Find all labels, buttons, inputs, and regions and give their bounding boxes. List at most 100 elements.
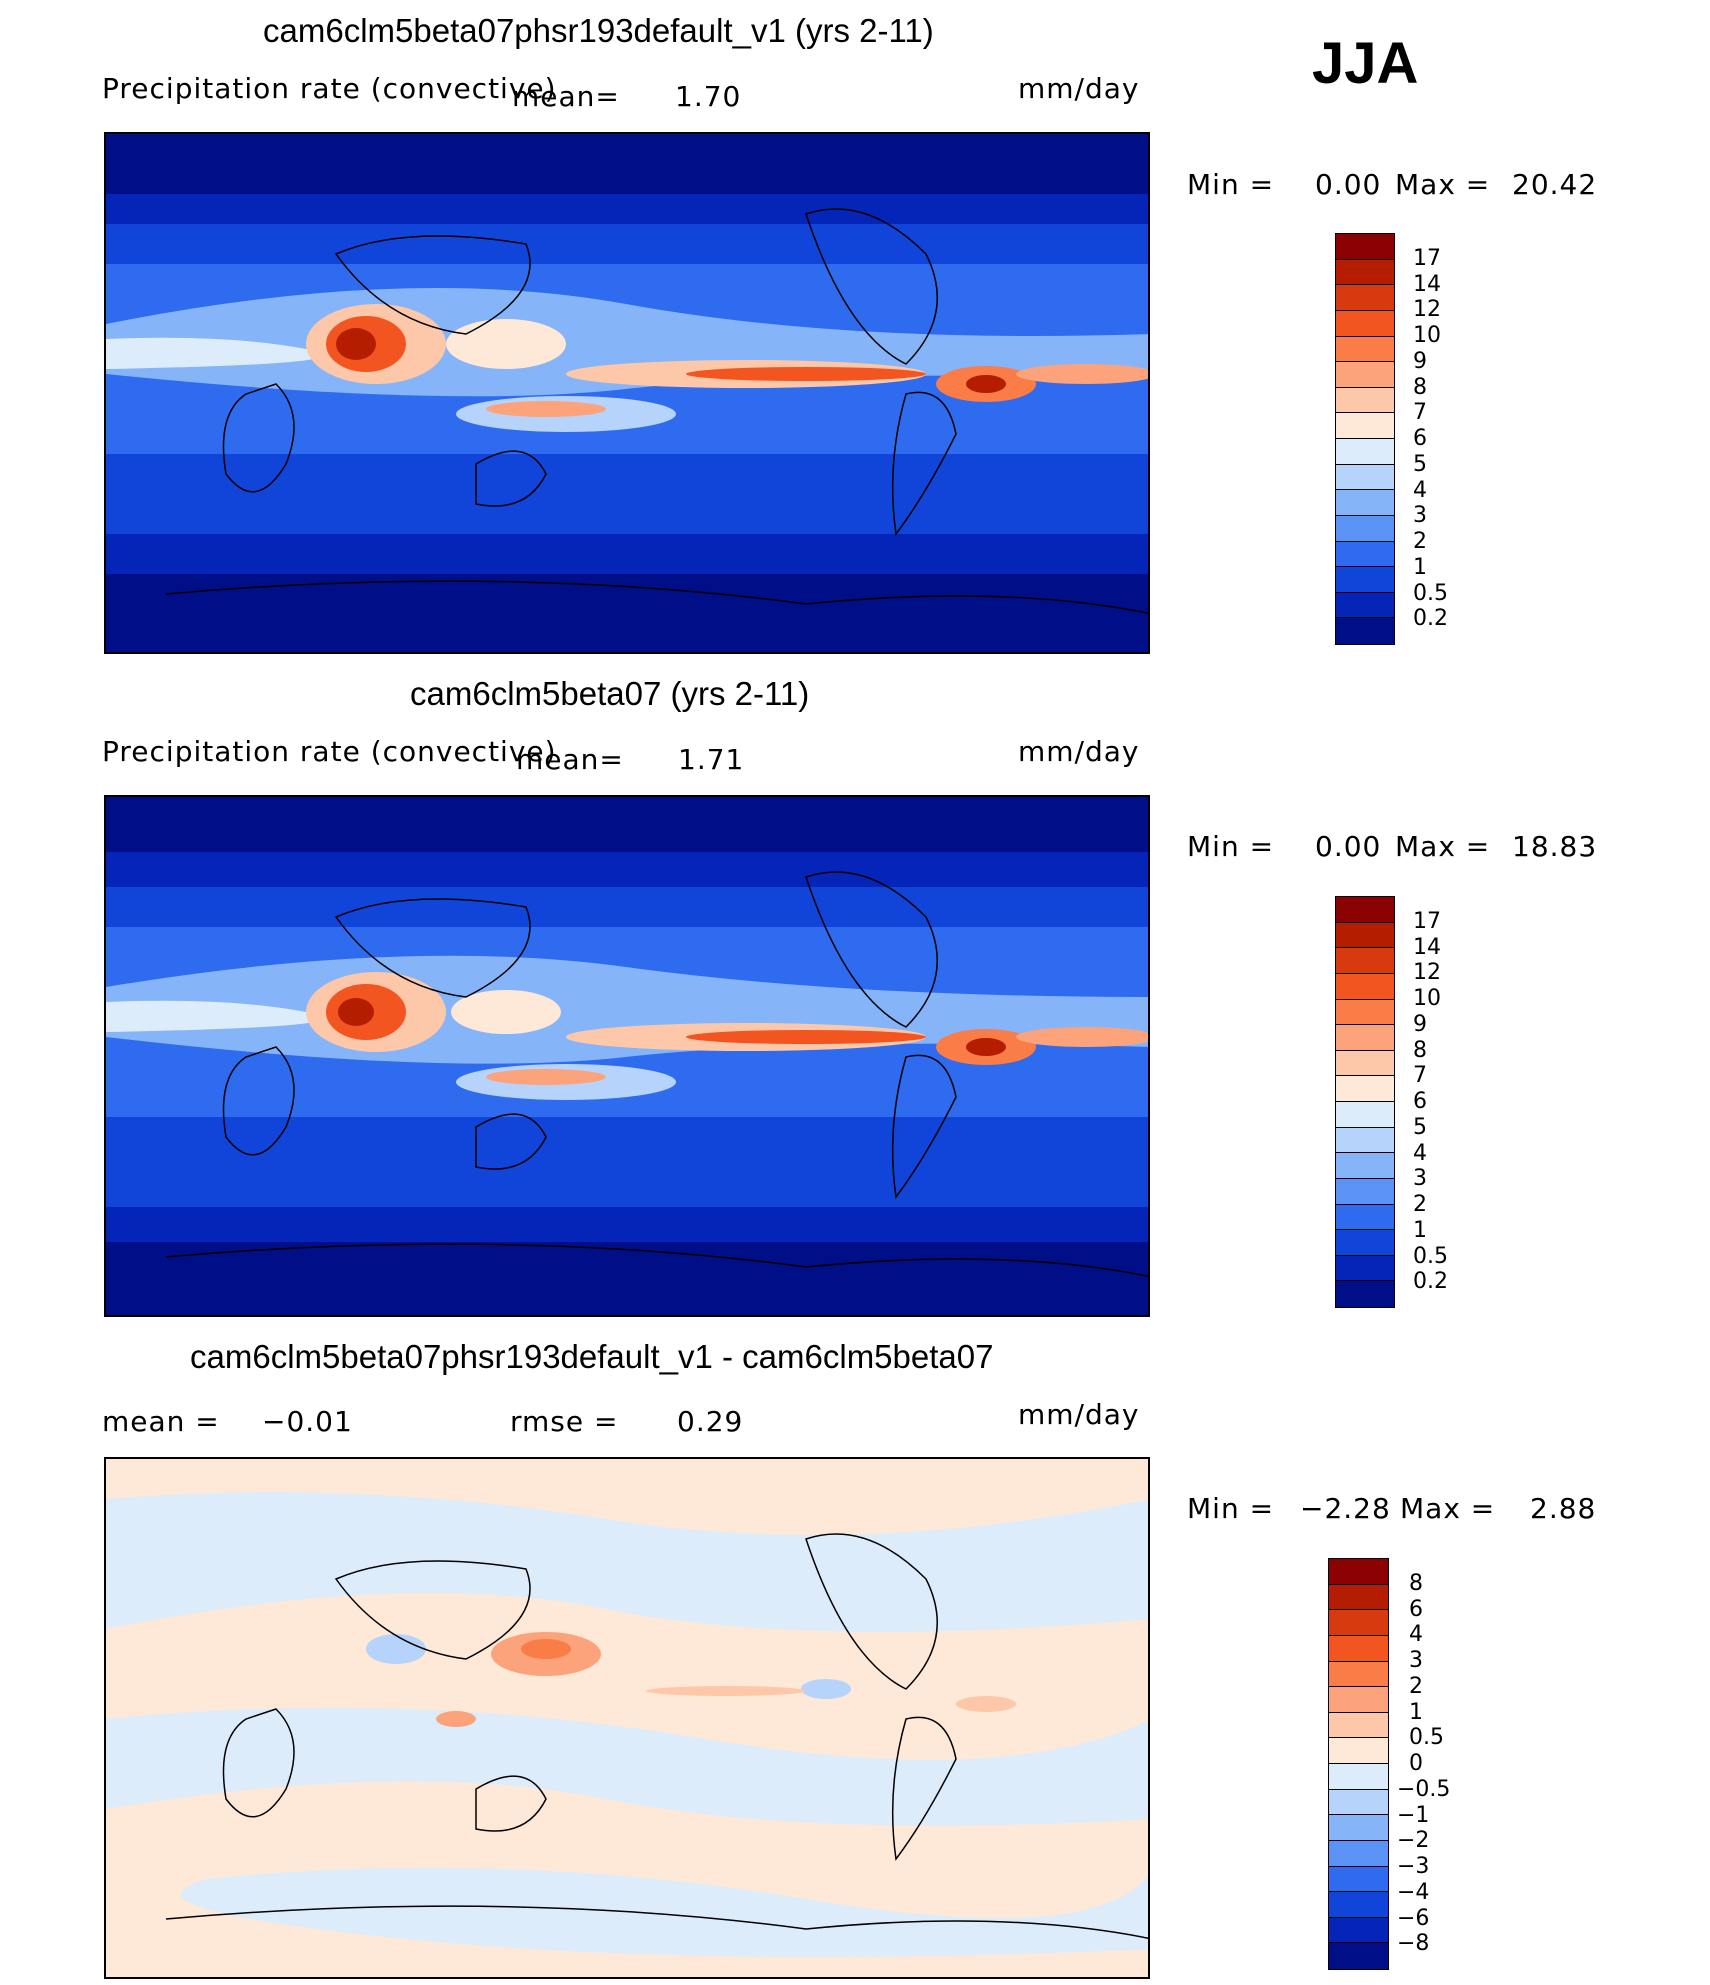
panel-3-units: mm/day [1018,1398,1140,1431]
panel-1-mean-value: 1.70 [675,80,742,113]
panel-1-mean-label: mean= [512,80,620,113]
colorbar-tick-label: −6 [1397,1905,1430,1931]
panel-1-variable: Precipitation rate (convective) [102,72,557,105]
colorbar-segment [1329,1815,1388,1841]
colorbar-tick-label: 12 [1413,960,1441,986]
colorbar-tick-label: 0.5 [1413,580,1448,606]
panel-3-rmse-label: rmse = [510,1405,619,1438]
colorbar-tick-label: 3 [1413,503,1427,529]
panel-3-map [104,1457,1150,1979]
panel-2-units: mm/day [1018,735,1140,768]
colorbar-segment [1336,1076,1394,1102]
panel-3-rmse-value: 0.29 [677,1405,744,1438]
colorbar-segment [1336,948,1394,974]
colorbar-segment [1336,1178,1394,1205]
panel-2-title: cam6clm5beta07 (yrs 2-11) [410,675,810,712]
colorbar-tick-label: 2 [1409,1673,1423,1699]
colorbar-tick-label: 4 [1413,1140,1427,1166]
colorbar-tick-label: 12 [1413,297,1441,323]
colorbar-tick-label: 4 [1413,477,1427,503]
colorbar-tick-label: 10 [1413,323,1441,348]
colorbar-segment [1336,362,1394,388]
colorbar-segment [1336,234,1394,260]
colorbar-segment [1336,1204,1394,1231]
colorbar-tick-label: −3 [1397,1854,1430,1879]
colorbar-segment [1336,618,1394,644]
colorbar-tick-label: 17 [1413,245,1441,271]
colorbar-segment [1329,1661,1388,1688]
panel-2-variable: Precipitation rate (convective) [102,735,557,768]
colorbar-segment [1336,973,1394,1000]
colorbar-tick-label: 8 [1413,1037,1427,1063]
panel-1-min-value: 0.00 [1315,168,1382,201]
colorbar-segment [1336,1255,1394,1282]
colorbar-tick-label: 3 [1409,1648,1423,1673]
panel-2-max-value: 18.83 [1512,830,1598,863]
colorbar-tick-label: 1 [1409,1699,1423,1725]
panel-1-units: mm/day [1018,72,1140,105]
colorbar-segment [1336,439,1394,465]
panel-2-mean-value: 1.71 [678,743,745,776]
colorbar-segment [1336,922,1394,949]
colorbar-tick-label: 8 [1413,374,1427,400]
colorbar-tick-label: 0.5 [1409,1725,1444,1751]
colorbar-segment [1329,1892,1388,1918]
colorbar-segment [1329,1943,1388,1969]
colorbar-tick-label: 8 [1409,1570,1423,1596]
colorbar-segment [1336,1281,1394,1307]
colorbar-segment [1336,567,1394,593]
colorbar-tick-label: 0.5 [1413,1243,1448,1269]
colorbar-segment [1336,310,1394,337]
colorbar-segment [1336,1050,1394,1077]
colorbar-segment [1329,1764,1388,1790]
colorbar-tick-label: −8 [1397,1931,1430,1957]
colorbar-segment [1329,1917,1388,1944]
colorbar-tick-label: 2 [1413,1192,1427,1217]
colorbar-tick-label: 5 [1413,451,1427,477]
colorbar-segment [1329,1712,1388,1739]
colorbar-tick-label: 1 [1413,554,1427,580]
panel-3-max-value: 2.88 [1530,1492,1597,1525]
colorbar-segment [1336,592,1394,619]
colorbar-segment [1329,1559,1388,1585]
colorbar-segment [1336,541,1394,568]
season-label: JJA [1312,31,1419,96]
colorbar-segment [1336,1025,1394,1051]
colorbar-segment [1336,285,1394,311]
colorbar-tick-label: 10 [1413,986,1441,1011]
colorbar-segment [1336,1102,1394,1128]
colorbar-tick-label: 14 [1413,934,1441,960]
panel-3-mean-value: −0.01 [262,1405,353,1438]
colorbar-segment [1336,1153,1394,1179]
colorbar-segment [1336,387,1394,414]
colorbar-segment [1336,1230,1394,1256]
panel-2-map [104,795,1150,1317]
colorbar-segment [1336,490,1394,516]
colorbar-segment [1336,515,1394,542]
colorbar-tick-label: 0 [1409,1751,1423,1776]
panel-2-colorbar [1335,896,1395,1308]
colorbar-tick-label: 0.2 [1413,606,1448,632]
colorbar-tick-label: 14 [1413,271,1441,297]
panel-1-colorbar [1335,233,1395,645]
panel-2-mean-label: mean= [516,743,624,776]
panel-1-map [104,132,1150,654]
panel-1-min-label: Min = [1187,168,1275,201]
colorbar-tick-label: 7 [1413,400,1427,426]
panel-2-max-label: Max = [1395,830,1491,863]
colorbar-tick-label: 4 [1409,1622,1423,1648]
colorbar-tick-label: 17 [1413,908,1441,934]
colorbar-tick-label: −1 [1397,1802,1430,1828]
panel-3-max-label: Max = [1400,1492,1496,1525]
colorbar-segment [1336,897,1394,923]
colorbar-segment [1329,1840,1388,1867]
colorbar-segment [1329,1738,1388,1764]
colorbar-segment [1329,1610,1388,1636]
colorbar-tick-label: 6 [1413,426,1427,451]
colorbar-tick-label: 1 [1413,1217,1427,1243]
colorbar-tick-label: 3 [1413,1166,1427,1192]
colorbar-tick-label: −0.5 [1397,1776,1451,1802]
colorbar-tick-label: −2 [1397,1828,1430,1854]
panel-3-min-label: Min = [1187,1492,1275,1525]
panel-3-min-value: −2.28 [1300,1492,1391,1525]
